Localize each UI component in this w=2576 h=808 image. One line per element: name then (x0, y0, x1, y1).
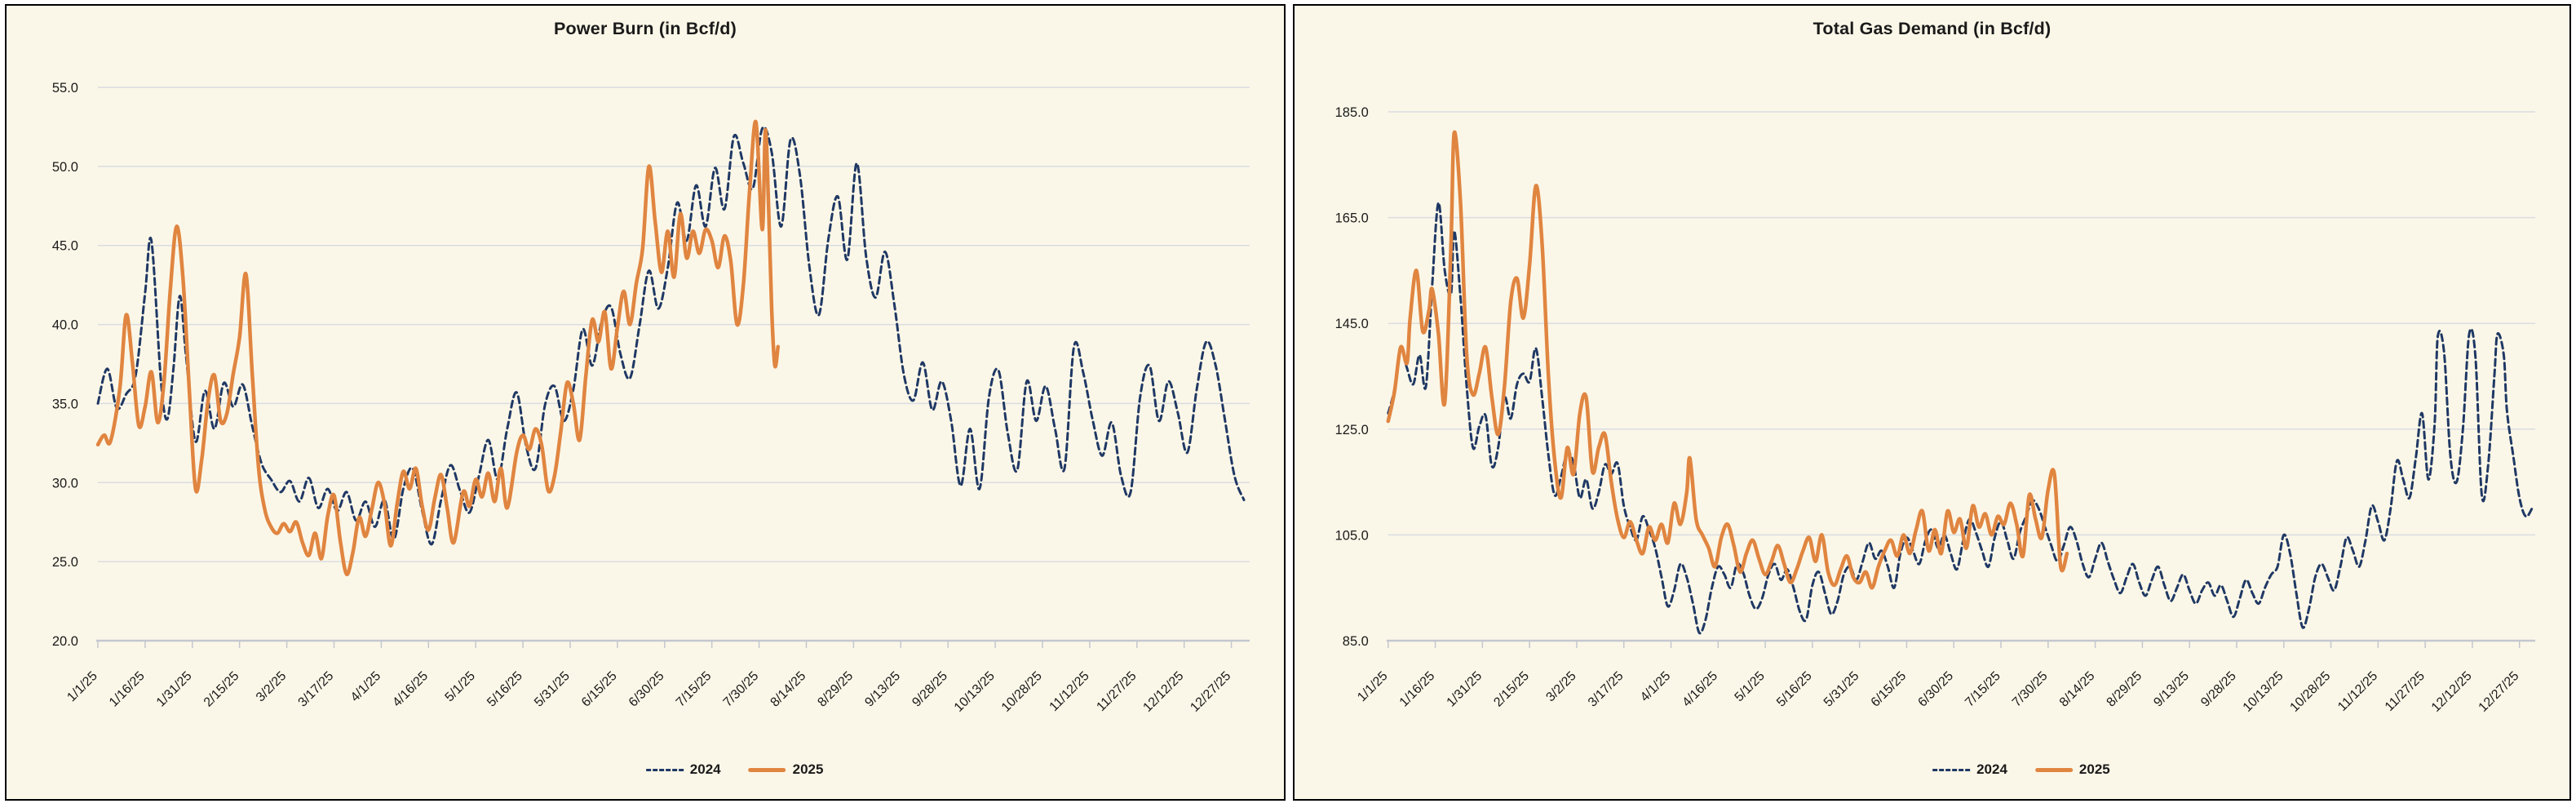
total-gas-demand-plot: 185.0 165.0 145.0 125.0 105.0 85.0 1/1/25 1/16/… (1335, 105, 2536, 715)
x-axis-tick-label: 11/12/25 (2335, 669, 2380, 714)
series-line-2025 (95, 119, 781, 576)
solid-line-swatch-icon (748, 767, 786, 772)
x-axis-tick-label: 1/16/25 (107, 669, 148, 710)
power-burn-chart-title: Power Burn (in Bcf/d) (554, 19, 737, 38)
x-axis-tick-label: 2/15/25 (1491, 669, 1532, 710)
x-axis-tick-label: 5/31/25 (1821, 669, 1862, 710)
legend-item-2024: 2024 (1932, 761, 2007, 778)
x-axis-tick-label: 5/1/25 (1733, 669, 1768, 705)
x-axis-tick-label: 10/28/25 (2287, 669, 2333, 715)
dashed-line-swatch-icon (645, 768, 684, 771)
x-axis-tick-label: 7/30/25 (721, 669, 762, 710)
y-axis-tick-label: 20.0 (52, 634, 78, 649)
x-axis-tick-label: 9/13/25 (2151, 669, 2192, 710)
y-axis-tick-label: 105.0 (1335, 528, 1369, 543)
x-axis-tick-label: 6/15/25 (579, 669, 620, 710)
solid-line-swatch-icon (2034, 767, 2073, 772)
x-axis-tick-label: 5/31/25 (532, 669, 573, 710)
x-axis-tick-label: 11/27/25 (2383, 669, 2428, 714)
x-axis-tick-label: 6/15/25 (1869, 669, 1910, 710)
power-burn-plot: 55.050.045.040.035.030.025.020.01/1/25 1/… (52, 81, 1250, 715)
x-axis-tick-label: 7/15/25 (1963, 669, 2003, 710)
y-axis-tick-label: 165.0 (1335, 211, 1369, 226)
legend-label-2024: 2024 (689, 761, 721, 777)
x-axis-tick-label: 6/30/25 (626, 669, 667, 710)
y-axis-tick-label: 25.0 (52, 555, 78, 570)
x-axis-tick-label: 1/1/25 (1355, 669, 1390, 705)
x-axis-tick-label: 4/1/25 (1638, 669, 1673, 705)
x-axis-tick-label: 2/15/25 (201, 669, 242, 710)
legend-item-2025: 2025 (2034, 761, 2110, 778)
x-axis-tick-label: 4/16/25 (1680, 669, 1720, 710)
legend-label-2024: 2024 (1976, 761, 2007, 777)
total-gas-demand-chart-title: Total Gas Demand (in Bcf/d) (1812, 19, 2052, 38)
x-axis-tick-label: 12/12/25 (1140, 669, 1186, 715)
x-axis-tick-label: 4/1/25 (348, 669, 384, 705)
power-burn-legend: 2024 2025 (645, 761, 824, 778)
x-axis-tick-label: 10/13/25 (952, 669, 998, 715)
legend-item-2025: 2025 (748, 761, 824, 778)
y-axis-tick-label: 85.0 (1343, 634, 1369, 649)
x-axis-tick-label: 6/30/25 (1915, 669, 1956, 710)
y-axis-tick-label: 40.0 (52, 318, 78, 333)
x-axis-tick-label: 12/12/25 (2429, 669, 2475, 715)
x-axis-tick-label: 5/16/25 (485, 669, 525, 710)
x-axis-tick-label: 4/16/25 (390, 669, 431, 710)
total-gas-demand-legend: 2024 2025 (1932, 761, 2110, 778)
legend-label-2025: 2025 (792, 761, 824, 777)
x-axis-tick-label: 8/14/25 (768, 669, 809, 710)
x-axis-tick-label: 11/12/25 (1047, 669, 1092, 714)
x-axis-tick-label: 1/31/25 (1445, 669, 1485, 710)
dashed-line-swatch-icon (1932, 768, 1971, 771)
series-line-2024 (1387, 201, 2534, 635)
x-axis-tick-label: 8/29/25 (815, 669, 856, 710)
x-axis-tick-label: 11/27/25 (1094, 669, 1139, 714)
x-axis-tick-label: 9/28/25 (2198, 669, 2239, 710)
power-burn-chart-panel: 55.0 50.0 45.0 40.0 35.0 30.0 25.0 20.0 1/1/25 1/… (5, 4, 1286, 801)
y-axis-tick-label: 125.0 (1335, 423, 1369, 437)
x-axis-tick-label: 1/31/25 (154, 669, 195, 710)
y-axis-tick-label: 50.0 (52, 160, 78, 175)
x-axis-tick-label: 3/2/25 (1543, 669, 1578, 705)
series-line-2024 (96, 126, 1246, 546)
x-axis-tick-label: 10/28/25 (999, 669, 1045, 715)
y-axis-tick-label: 45.0 (52, 239, 78, 254)
x-axis-tick-label: 7/30/25 (2010, 669, 2051, 710)
x-axis-tick-label: 3/17/25 (1586, 669, 1627, 710)
series-line-2025 (1386, 130, 2069, 590)
total-gas-demand-chart-panel: 185.0 165.0 145.0 125.0 105.0 85.0 1/1/25 1/16/… (1293, 4, 2571, 801)
x-axis-tick-label: 5/16/25 (1774, 669, 1815, 710)
x-axis-tick-label: 12/27/25 (1188, 669, 1233, 715)
legend-label-2025: 2025 (2078, 761, 2110, 777)
x-axis-tick-label: 1/1/25 (64, 669, 100, 705)
x-axis-tick-label: 3/2/25 (254, 669, 290, 705)
y-axis-tick-label: 55.0 (52, 81, 78, 95)
x-axis-tick-label: 12/27/25 (2476, 669, 2522, 715)
y-axis-tick-label: 185.0 (1335, 105, 1369, 120)
x-axis-tick-label: 8/14/25 (2057, 669, 2098, 710)
y-axis-tick-label: 35.0 (52, 397, 78, 411)
y-axis-tick-label: 30.0 (52, 476, 78, 491)
x-axis-tick-label: 9/28/25 (910, 669, 950, 710)
legend-item-2024: 2024 (645, 761, 721, 778)
x-axis-tick-label: 8/29/25 (2105, 669, 2145, 710)
x-axis-tick-label: 1/16/25 (1397, 669, 1438, 710)
y-axis-tick-label: 145.0 (1335, 317, 1369, 331)
x-axis-tick-label: 7/15/25 (674, 669, 715, 710)
x-axis-tick-label: 3/17/25 (296, 669, 337, 710)
x-axis-tick-label: 5/1/25 (443, 669, 479, 705)
x-axis-tick-label: 9/13/25 (862, 669, 903, 710)
x-axis-tick-label: 10/13/25 (2241, 669, 2286, 715)
